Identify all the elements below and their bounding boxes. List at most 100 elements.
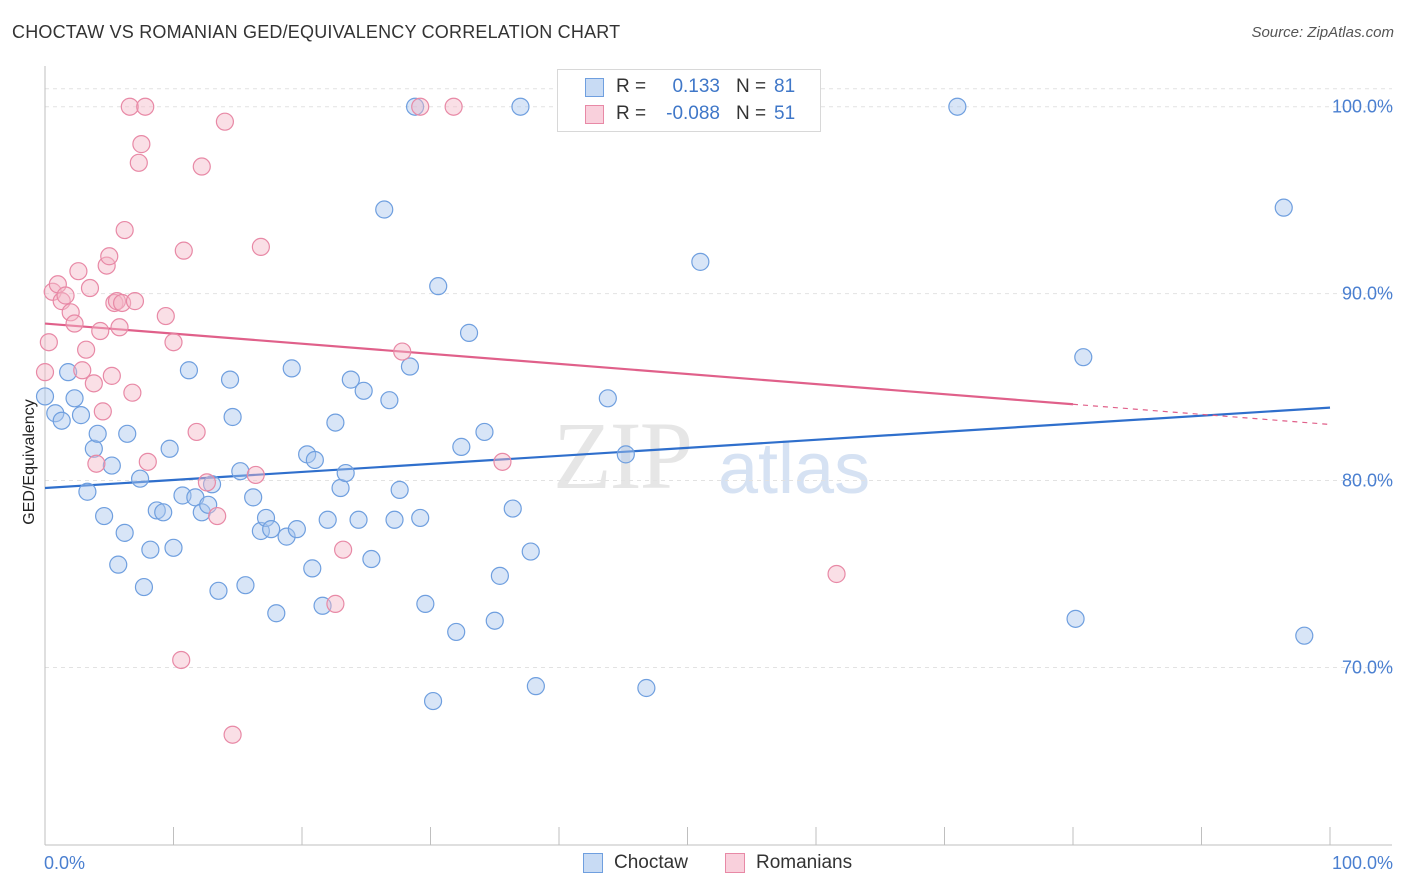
point-romanians [246,465,265,485]
point-romanians [197,473,217,492]
chart-title: CHOCTAW VS ROMANIAN GED/EQUIVALENCY CORR… [12,22,621,42]
point-choctaw [485,611,504,630]
point-choctaw [35,387,55,406]
legend-r-label: R = [616,76,647,97]
trend-line-romanians [44,322,1074,406]
point-choctaw [141,540,160,559]
point-romanians [65,314,84,333]
y-tick-label: 80.0% [1342,471,1393,491]
point-choctaw [78,482,97,501]
point-romanians [164,333,183,352]
point-romanians [208,506,227,526]
legend-n-value: 81 [774,76,796,97]
point-choctaw [147,501,166,520]
point-choctaw [287,520,306,539]
point-romanians [172,650,191,670]
trend-lines [44,322,1331,490]
point-romanians [84,374,103,393]
point-choctaw [160,439,179,458]
point-choctaw [236,576,255,595]
point-romanians [100,247,119,266]
point-romanians [326,594,345,613]
point-choctaw [380,391,399,410]
point-choctaw [447,622,466,642]
point-romanians [110,318,129,337]
axes [44,66,1392,846]
bottom-legend-swatch-romanians [725,853,745,873]
point-choctaw [244,488,263,507]
point-choctaw [154,503,173,522]
point-romanians [187,422,206,442]
point-romanians [73,361,92,380]
point-choctaw [231,462,250,481]
point-choctaw [115,523,134,542]
point-choctaw [71,406,91,425]
legend-swatch-romanians [585,105,604,124]
legend-n-label: N = [736,76,767,97]
point-choctaw [282,359,301,378]
point-choctaw [130,469,150,488]
y-tick-label: 100.0% [1332,97,1393,117]
point-choctaw [52,411,71,430]
point-choctaw [84,439,103,458]
point-choctaw [691,252,710,271]
legend-n-value: 51 [774,103,796,124]
point-choctaw [88,424,107,443]
legend-n-label: N = [736,103,767,124]
point-romanians [69,262,88,281]
legend-row-romanians: R = -0.088 N = 51 [558,101,820,127]
point-romanians [132,135,151,154]
y-tick-label: 90.0% [1342,284,1393,304]
point-romanians [174,241,193,260]
point-romanians [123,383,142,402]
x-tick-label: 100.0% [1332,853,1393,873]
point-choctaw [1066,609,1085,628]
point-choctaw [118,424,137,443]
point-choctaw [134,577,154,597]
point-choctaw [192,503,211,522]
point-choctaw [303,559,322,578]
point-choctaw [521,542,540,561]
point-choctaw [209,581,228,600]
bottom-legend-label: Romanians [756,852,853,873]
data-points [35,97,1314,744]
point-choctaw [375,200,394,219]
point-choctaw [459,323,479,342]
point-choctaw [405,97,425,116]
point-romanians [136,97,155,116]
point-romanians [56,286,75,305]
point-choctaw [354,381,373,400]
point-choctaw [277,527,296,546]
point-choctaw [109,555,128,574]
trend-line-extension-romanians [1072,403,1331,426]
point-choctaw [305,450,324,470]
legend-r-value: -0.088 [666,103,720,124]
point-romanians [444,97,463,116]
point-romanians [93,402,112,421]
legend-r-label: R = [616,103,647,124]
point-romanians [251,237,270,257]
point-romanians [120,97,139,116]
point-choctaw [411,508,430,528]
point-choctaw [46,404,65,423]
point-romanians [334,540,353,559]
legend-swatch-choctaw [585,78,604,97]
point-choctaw [318,510,337,529]
point-choctaw [179,361,199,380]
point-romanians [125,292,145,311]
point-choctaw [400,357,420,376]
stats-legend: R = 0.133 N = 81 R = -0.088 N = 51 [557,69,821,132]
point-choctaw [256,508,276,528]
point-choctaw [336,463,355,483]
point-romanians [156,306,175,326]
point-choctaw [490,566,509,585]
bottom-legend-label: Choctaw [614,852,688,873]
point-choctaw [948,97,967,116]
point-romanians [115,220,134,240]
point-romanians [102,366,121,385]
point-romanians [215,112,234,131]
point-choctaw [429,277,448,296]
point-romanians [39,333,58,352]
tick-labels: 70.0% 80.0% 90.0% 100.0% 0.0% 100.0% [44,97,1393,873]
point-choctaw [102,456,121,475]
